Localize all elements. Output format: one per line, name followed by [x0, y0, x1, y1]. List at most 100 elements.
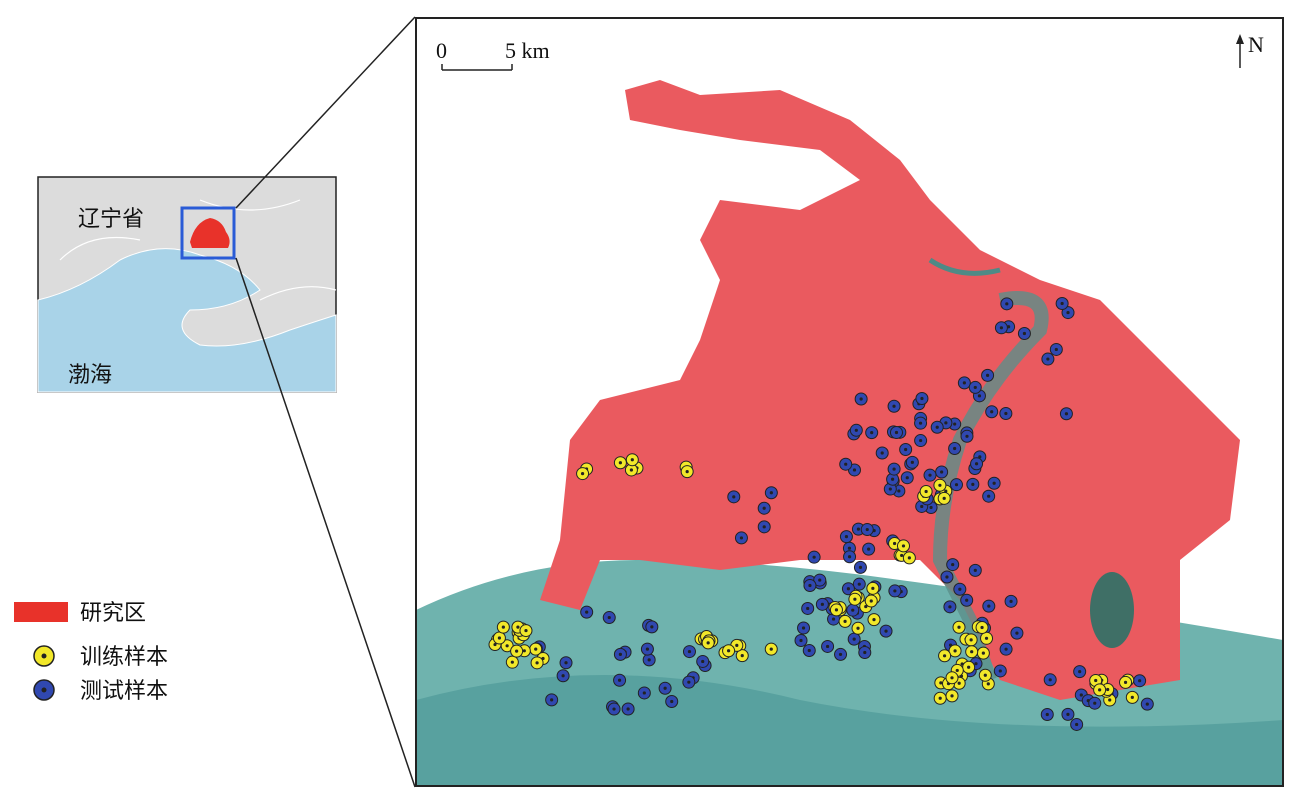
sample-point-center	[978, 455, 982, 459]
sample-point-center	[834, 608, 839, 612]
legend-label: 研究区	[80, 601, 146, 626]
sample-point-center	[900, 553, 904, 558]
sample-point-center	[516, 625, 520, 629]
sample-point-center	[869, 599, 873, 603]
sample-point-center	[807, 648, 811, 653]
sample-point-center	[871, 586, 875, 590]
sample-point-center	[535, 661, 539, 665]
sample-point-center	[1093, 701, 1097, 705]
sample-point-center	[843, 619, 847, 624]
sample-point-center	[493, 642, 497, 647]
sample-point-center	[953, 649, 957, 653]
sample-point-center	[1005, 302, 1009, 306]
sample-point-center	[1130, 695, 1134, 699]
sample-point-center	[940, 470, 944, 474]
sample-point-center	[998, 669, 1002, 673]
legend-label: 训练样本	[80, 645, 168, 670]
sample-point-center	[740, 654, 744, 658]
sample-point-center	[938, 483, 942, 487]
sample-point-center	[974, 462, 979, 466]
sample-point-center	[524, 628, 528, 633]
sample-point-center	[920, 396, 924, 401]
sea-label: 渤海	[68, 363, 112, 388]
sample-point-center	[1066, 712, 1070, 716]
sample-point-center	[872, 618, 876, 622]
sample-point-center	[847, 555, 852, 559]
sample-point-center	[880, 451, 884, 455]
scale-end: 5 km	[505, 38, 550, 63]
sample-point-center	[706, 641, 710, 645]
sample-point-center	[904, 447, 908, 452]
sample-point-center	[650, 625, 654, 629]
sample-point-center	[497, 636, 502, 640]
sample-point-center	[920, 504, 924, 509]
sample-point-center	[977, 394, 982, 398]
sample-point-center	[801, 626, 806, 630]
sample-point-center	[973, 385, 977, 390]
sample-point-center	[739, 536, 744, 540]
sample-point-center	[985, 373, 990, 377]
sample-point-center	[808, 583, 812, 588]
sample-point-center	[501, 625, 505, 629]
sample-point-center	[607, 615, 611, 620]
sample-point-center	[844, 462, 848, 466]
sample-point-center	[522, 649, 526, 653]
main-map	[416, 18, 1283, 786]
sample-point-center	[948, 605, 952, 609]
sample-point-center	[618, 652, 623, 657]
sample-point-center	[762, 506, 766, 510]
sample-point-center	[762, 525, 766, 529]
sample-point-center	[858, 565, 863, 570]
sample-point-center	[962, 381, 966, 385]
sample-point-center	[884, 629, 888, 633]
sample-point-center	[980, 625, 984, 630]
sample-point-center	[1004, 647, 1008, 651]
sample-point-center	[929, 505, 933, 510]
sample-point-center	[935, 425, 939, 429]
sample-point-center	[630, 458, 634, 462]
sample-point-center	[687, 649, 692, 654]
sample-point-center	[1004, 411, 1008, 416]
sample-point-center	[910, 460, 914, 464]
sample-point-center	[918, 421, 923, 425]
sample-point-center	[726, 649, 731, 653]
sample-point-center	[981, 651, 985, 655]
sample-point-center	[897, 489, 901, 493]
sample-point-center	[1108, 698, 1112, 702]
sample-point-center	[857, 582, 861, 586]
sample-point-center	[987, 494, 991, 498]
sample-point-center	[945, 575, 949, 579]
sample-point-center	[515, 649, 519, 653]
sample-point-center	[983, 673, 987, 677]
sample-point-center	[612, 707, 616, 711]
sample-point-center	[854, 428, 858, 432]
sample-point-center	[852, 637, 856, 641]
sample-point-center	[984, 636, 989, 640]
sample-point-center	[1009, 599, 1013, 603]
sample-point-center	[942, 496, 946, 500]
sample-point-center	[870, 431, 874, 435]
sample-point-center	[892, 541, 897, 546]
sample-point-center	[618, 461, 622, 465]
sample-point-center	[852, 468, 857, 472]
sample-point-center	[617, 678, 622, 682]
sample-point-center	[663, 686, 667, 690]
sample-point-center	[564, 661, 568, 665]
sample-point-center	[818, 578, 822, 582]
sample-point-center	[965, 434, 969, 438]
sample-point-center	[907, 556, 911, 560]
sample-point-center	[919, 438, 923, 443]
sample-point-center	[957, 625, 961, 629]
sample-point-center	[892, 404, 896, 408]
sample-point-center	[1145, 702, 1149, 706]
sample-point-center	[990, 410, 994, 414]
sample-point-center	[825, 644, 830, 649]
sample-point-center	[847, 546, 852, 550]
sample-point-center	[769, 491, 773, 495]
sample-point-center	[685, 470, 689, 474]
sample-point-center	[735, 643, 739, 647]
sample-point-center	[799, 638, 803, 643]
sample-point-center	[974, 662, 978, 666]
legend: 研究区 训练样本 测试样本	[14, 601, 168, 704]
